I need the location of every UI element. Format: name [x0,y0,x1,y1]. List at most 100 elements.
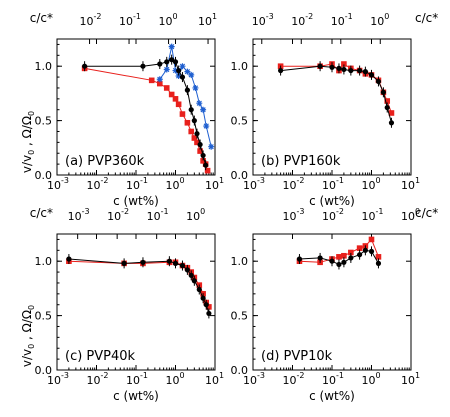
data-point [341,259,347,265]
top-tick-label: 10 [331,15,345,28]
data-point [336,254,342,260]
data-point [200,158,206,164]
y-axis-title-bottom: v/v0 , Ω/Ω0 [20,305,36,367]
data-point [164,59,170,65]
x-axis-title: c (wt%) [309,389,355,403]
series-line-1 [299,238,379,263]
data-point [192,84,199,91]
x-tick-exponent: -1 [336,176,344,185]
data-point [188,107,194,113]
x-tick-label: 10 [243,179,257,192]
data-point [191,278,197,284]
x-tick-exponent: 0 [180,371,185,380]
data-point [172,59,179,65]
top-tick-exponent: 0 [415,207,420,216]
data-point [329,258,335,264]
data-point [184,87,190,93]
data-point [191,118,197,124]
top-axis-title: c/c* [30,11,53,25]
x-tick-label: 10 [322,179,336,192]
chart-panel-1: 10 -3 10 -2 10 -1 10 0 10 110 -2 10 -1 10 0 10 10.00.51.… [30,11,224,208]
top-tick-exponent: -2 [94,12,102,21]
top-tick-exponent: -2 [121,207,129,216]
x-tick-exponent: -3 [61,371,69,380]
x-tick-exponent: -1 [140,371,148,380]
top-axis-title: c/c* [30,206,53,220]
data-point [317,255,323,261]
data-point [163,66,170,73]
data-point [203,123,210,130]
data-point [169,57,175,63]
data-point [175,101,182,108]
data-point [197,148,203,154]
top-tick-label: 10 [291,15,305,28]
data-point [197,141,203,148]
data-point [388,120,395,126]
panel-label: (d) PVP10k [261,349,333,364]
series-line-2 [280,65,392,123]
data-point [357,252,363,258]
top-tick-label: 10 [401,210,415,223]
y-tick-label: 0.5 [231,310,249,323]
top-tick-exponent: -3 [82,207,90,216]
y-tick-label: 1.0 [35,255,53,268]
data-point [341,252,347,259]
data-point [196,100,203,107]
data-point [166,258,172,264]
y-tick-label: 1.0 [231,255,249,268]
x-tick-exponent: -2 [297,371,305,380]
data-point [368,72,375,78]
y-axis-title-top-text: v/v0 , Ω/Ω0 [20,111,36,173]
x-tick-label: 10 [166,374,180,387]
data-point [175,72,182,79]
x-axis-title: c (wt%) [113,194,159,208]
chart-panel-3: 10 -3 10 -2 10 -1 10 0 10 110 -3 10 -2 10 -1 10 00.00.51… [30,206,224,403]
y-tick-label: 0.0 [231,364,249,377]
data-point [82,63,88,69]
chart-panel-4: 10 -3 10 -2 10 -1 10 0 10 110 -3 10 -2 10 -1 10 00.00.51… [231,206,439,403]
data-point [368,248,375,255]
data-point [208,143,215,150]
data-point [278,67,284,74]
data-point [336,65,342,71]
data-point [362,69,368,75]
data-point [163,85,170,91]
data-point [384,104,390,111]
data-point [317,63,323,69]
top-tick-exponent: -2 [305,12,313,21]
top-tick-label: 10 [198,15,212,28]
series-line-1 [280,63,392,114]
data-point [157,61,163,67]
x-tick-label: 10 [126,179,140,192]
x-tick-exponent: -2 [297,176,305,185]
x-tick-exponent: -1 [140,176,148,185]
x-tick-label: 10 [322,374,336,387]
data-point [341,61,347,67]
y-tick-label: 0.0 [35,169,53,182]
data-point [194,139,200,146]
top-tick-exponent: -3 [266,12,274,21]
x-tick-label: 10 [401,374,415,387]
x-tick-label: 10 [362,179,376,192]
data-point [375,260,382,266]
top-tick-exponent: -1 [376,207,384,216]
top-axis-title: c/c* [415,206,438,220]
data-point [188,272,194,278]
data-point [156,76,163,83]
y-tick-label: 0.0 [231,169,249,182]
y-tick-label: 0.5 [231,115,249,128]
top-tick-exponent: -3 [297,207,305,216]
data-point [348,67,354,74]
top-tick-label: 10 [283,210,297,223]
x-tick-exponent: -3 [257,371,265,380]
data-point [203,302,209,308]
x-tick-label: 10 [205,179,219,192]
data-point [206,310,212,317]
data-point [168,43,175,50]
data-point [368,236,375,243]
data-point [329,64,335,70]
data-point [148,77,155,84]
data-point [336,261,342,268]
data-point [203,162,209,168]
